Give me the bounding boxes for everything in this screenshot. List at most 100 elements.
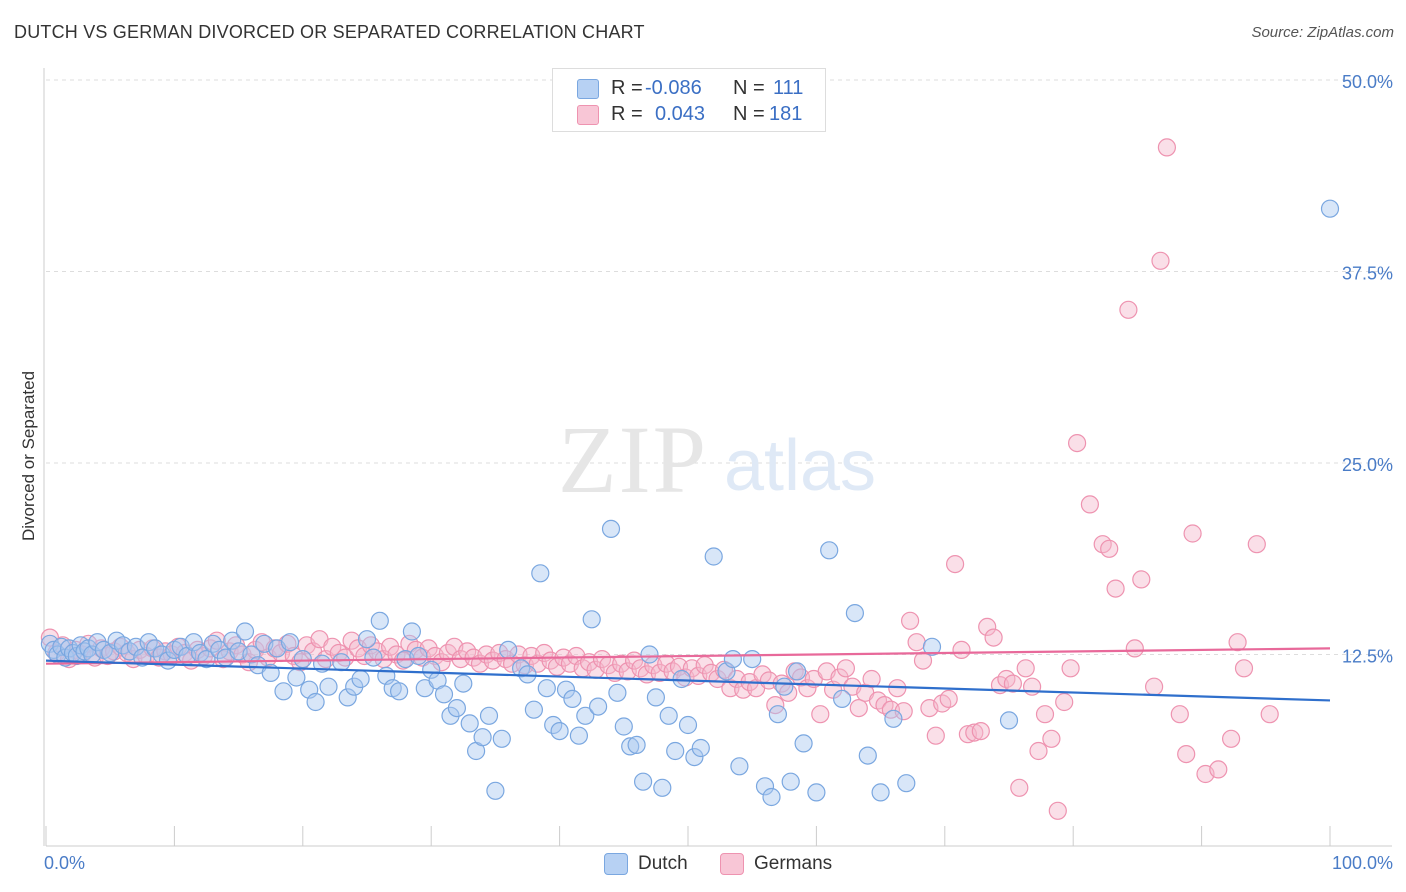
trend-lines <box>45 647 1331 702</box>
germans-point-160 <box>1067 434 1087 453</box>
x-tick-label-1: 100.0% <box>1332 853 1393 873</box>
germans-point-135 <box>907 633 926 652</box>
dutch-point-68 <box>454 674 473 693</box>
germans-point-180 <box>1260 705 1279 724</box>
dutch-point-84 <box>563 689 582 709</box>
dutch-point-36 <box>242 645 261 664</box>
dutch-point-75 <box>499 640 518 660</box>
y-tick-label-0: 12.5% <box>1342 647 1393 667</box>
chart-title: DUTCH VS GERMAN DIVORCED OR SEPARATED CO… <box>14 22 645 42</box>
dutch-point-48 <box>319 677 338 696</box>
dutch-point-3 <box>52 637 71 656</box>
axes <box>43 68 1392 847</box>
bottom-legend-swatch-germans <box>720 853 744 875</box>
dutch-point-101 <box>678 715 698 735</box>
bottom-legend-dutch: Dutch <box>604 852 688 876</box>
germans-point-165 <box>1119 300 1138 319</box>
germans-point-168 <box>1144 677 1164 696</box>
germans-point-176 <box>1221 729 1241 748</box>
germans-point-59 <box>419 639 438 658</box>
germans-point-155 <box>1035 705 1055 724</box>
dutch-point-119 <box>845 603 865 623</box>
dutch-point-35 <box>235 622 255 641</box>
dutch-point-100 <box>672 669 691 689</box>
germans-point-178 <box>1234 659 1254 678</box>
legend-n-label-germans: N = <box>733 102 765 125</box>
dutch-trend-line <box>45 659 1331 702</box>
dutch-point-93 <box>627 735 646 755</box>
legend-n-label-dutch: N = <box>733 76 765 99</box>
germans-point-156 <box>1042 729 1061 748</box>
dutch-point-97 <box>653 778 672 797</box>
dutch-point-86 <box>576 706 595 725</box>
dutch-point-61 <box>409 646 428 666</box>
germans-point-133 <box>894 702 913 721</box>
germans-point-177 <box>1228 633 1247 652</box>
dutch-point-96 <box>646 688 666 707</box>
dutch-point-123 <box>897 774 916 793</box>
dutch-point-92 <box>621 737 640 756</box>
dutch-point-90 <box>608 683 627 702</box>
germans-point-175 <box>1209 760 1228 779</box>
bottom-legend-label-dutch: Dutch <box>638 853 688 874</box>
y-tick-label-2: 37.5% <box>1342 264 1393 284</box>
watermark: ZIP atlas <box>558 406 876 513</box>
germans-point-157 <box>1048 801 1067 820</box>
dutch-point-104 <box>704 547 723 566</box>
legend-swatch-dutch <box>577 79 599 99</box>
germans-point-170 <box>1157 138 1177 157</box>
dutch-point-83 <box>556 680 576 699</box>
dutch-point-54 <box>364 648 383 667</box>
dutch-point-69 <box>460 714 479 733</box>
y-tick-label-3: 50.0% <box>1342 72 1393 92</box>
dutch-point-106 <box>723 649 743 669</box>
tick-labels: 12.5% 25.0% 37.5% 50.0% 0.0% 100.0% <box>44 72 1393 873</box>
legend-row-germans: R = 0.043 N = 181 <box>553 101 825 127</box>
germans-point-166 <box>1125 639 1144 658</box>
legend-r-label-germans: R = <box>611 102 643 125</box>
dutch-point-117 <box>820 541 839 560</box>
dutch-point-49 <box>332 653 351 672</box>
germans-point-161 <box>1080 495 1100 514</box>
dutch-point-27 <box>184 633 203 652</box>
dutch-point-99 <box>666 741 685 761</box>
germans-trend-line <box>45 647 1331 665</box>
dutch-point-73 <box>486 781 505 800</box>
dutch-point-42 <box>280 633 300 652</box>
dutch-point-44 <box>293 649 312 669</box>
watermark-atlas: atlas <box>724 426 876 506</box>
dutch-point-94 <box>633 772 653 791</box>
germans-point-124 <box>836 659 856 678</box>
dutch-point-58 <box>390 682 409 701</box>
chart-source: Source: ZipAtlas.com <box>1251 24 1394 41</box>
germans-point-128 <box>862 669 881 689</box>
dutch-point-74 <box>492 729 511 748</box>
germans-point-163 <box>1100 539 1119 558</box>
dutch-point-122 <box>884 709 903 728</box>
dutch-point-15 <box>107 631 126 650</box>
dutch-point-103 <box>691 738 710 758</box>
dutch-point-115 <box>794 734 813 753</box>
germans-point-130 <box>875 695 894 715</box>
dutch-point-108 <box>743 649 762 669</box>
germans-point-134 <box>900 611 920 630</box>
dutch-point-85 <box>569 726 589 745</box>
germans-point-179 <box>1247 535 1266 554</box>
germans-point-138 <box>926 726 945 745</box>
dutch-point-126 <box>1320 199 1340 218</box>
germans-point-144 <box>965 723 984 742</box>
dutch-point-111 <box>768 705 788 724</box>
germans-point-159 <box>1061 659 1080 678</box>
dutch-point-78 <box>524 700 544 719</box>
x-tick-label-0: 0.0% <box>44 853 85 873</box>
germans-point-153 <box>1022 677 1042 696</box>
dutch-point-98 <box>659 706 678 725</box>
germans-point-152 <box>1016 659 1035 678</box>
dutch-point-82 <box>550 721 569 741</box>
dutch-point-71 <box>473 728 492 747</box>
dutch-point-113 <box>781 772 800 791</box>
germans-point-142 <box>952 640 971 660</box>
dutch-point-79 <box>531 564 550 583</box>
germans-point-164 <box>1106 579 1125 598</box>
